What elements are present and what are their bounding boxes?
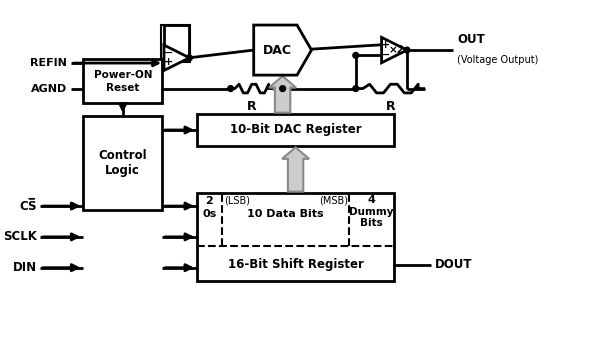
Text: 16-Bit Shift Register: 16-Bit Shift Register — [228, 258, 364, 271]
Text: ×2: ×2 — [388, 45, 404, 55]
Circle shape — [280, 86, 286, 91]
Text: +: + — [164, 57, 173, 68]
Polygon shape — [269, 76, 296, 113]
Text: Power-ON: Power-ON — [93, 70, 152, 80]
Text: 10 Data Bits: 10 Data Bits — [247, 209, 324, 219]
Bar — [197, 114, 394, 146]
Text: DAC: DAC — [263, 44, 292, 57]
Text: −: − — [164, 48, 173, 58]
Text: (Voltage Output): (Voltage Output) — [457, 55, 538, 65]
Text: Control: Control — [98, 148, 147, 162]
Text: AGND: AGND — [31, 83, 67, 94]
Text: DIN: DIN — [13, 261, 37, 274]
Circle shape — [228, 86, 233, 91]
Text: REFIN: REFIN — [30, 58, 67, 68]
Text: 2: 2 — [205, 196, 213, 206]
Bar — [83, 115, 162, 210]
Text: Logic: Logic — [105, 164, 140, 177]
Text: CS: CS — [20, 200, 37, 213]
Circle shape — [353, 86, 359, 91]
Text: Reset: Reset — [106, 83, 139, 93]
Text: (MSB): (MSB) — [319, 195, 348, 205]
Text: Bits: Bits — [361, 219, 383, 228]
Circle shape — [353, 53, 359, 58]
Bar — [83, 59, 162, 103]
Text: 4: 4 — [368, 195, 375, 205]
Text: R: R — [247, 100, 256, 113]
Polygon shape — [164, 45, 189, 70]
Text: 10-Bit DAC Register: 10-Bit DAC Register — [230, 123, 361, 136]
Text: OUT: OUT — [457, 33, 485, 46]
Text: DOUT: DOUT — [435, 258, 472, 271]
Text: (LSB): (LSB) — [224, 195, 250, 205]
Text: +: + — [381, 40, 390, 50]
Circle shape — [186, 55, 192, 61]
Text: 0s: 0s — [202, 209, 217, 219]
Text: −: − — [381, 50, 390, 60]
Text: R: R — [386, 100, 395, 113]
Polygon shape — [253, 25, 311, 75]
Text: SCLK: SCLK — [3, 231, 37, 243]
Bar — [161, 25, 190, 62]
Bar — [197, 193, 394, 281]
Polygon shape — [381, 37, 407, 63]
Circle shape — [404, 47, 410, 53]
Polygon shape — [282, 147, 309, 192]
Text: Dummy: Dummy — [349, 207, 394, 217]
